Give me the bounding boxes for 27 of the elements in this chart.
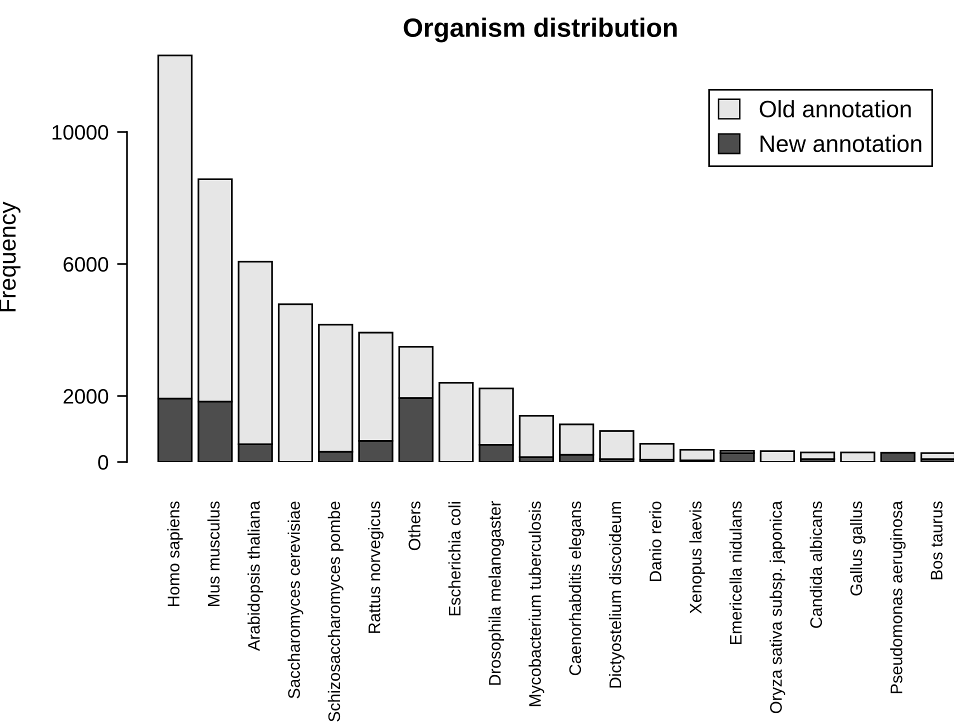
- y-tick-label: 6000: [64, 257, 108, 272]
- x-tick-label: Escherichia coli: [448, 502, 461, 616]
- x-tick-label: Danio rerio: [649, 502, 662, 582]
- x-tick-label: Oryza sativa subsp. japonica: [770, 500, 786, 714]
- chart-title: Organism distribution: [404, 18, 677, 42]
- x-tick-label: Drosophila melanogaster: [488, 501, 504, 685]
- x-tick-label: Arabidopsis thaliana: [248, 500, 264, 651]
- x-tick-label: Emericella nidulans: [729, 501, 742, 644]
- y-tick-label: 10000: [52, 125, 108, 140]
- x-tick-label: Schizosaccharomyces pombe: [328, 502, 344, 722]
- y-tick-label: 2000: [64, 389, 108, 404]
- x-tick-label: Candida albicans: [810, 501, 822, 628]
- x-tick-label: Xenopus laevis: [689, 501, 705, 614]
- x-tick-label: Pseudomonas aeruginosa: [890, 500, 906, 694]
- x-tick-label: Mycobacterium tuberculosis: [528, 501, 544, 706]
- x-tick-label: Dictyostelium discoideum: [608, 502, 625, 688]
- legend-label: Old annotation: [760, 100, 911, 118]
- y-tick-label: 0: [98, 455, 108, 470]
- x-tick-label: Rattus norvegicus: [368, 501, 384, 633]
- x-tick-label: Homo sapiens: [167, 501, 183, 606]
- x-tick-label: Bos taurus: [930, 501, 943, 580]
- x-tick-label: Saccharomyces cerevisiae: [288, 502, 304, 698]
- x-tick-label: Caenorhabditis elegans: [568, 501, 584, 676]
- x-tick-label: Mus musculus: [207, 501, 220, 606]
- x-tick-label: Gallus gallus: [850, 501, 866, 596]
- x-tick-label: Others: [408, 501, 420, 550]
- legend-label: New annotation: [760, 134, 922, 152]
